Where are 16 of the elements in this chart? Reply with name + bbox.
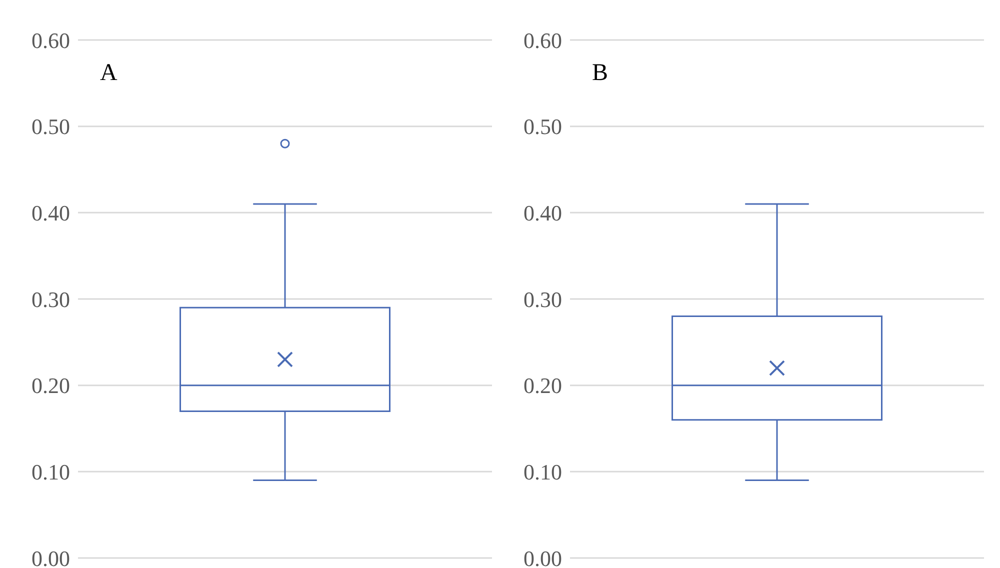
y-tick-label: 0.60 xyxy=(32,28,70,53)
text: B xyxy=(592,60,608,87)
y-tick-label: 0.00 xyxy=(32,546,70,568)
y-tick-label: 0.10 xyxy=(32,459,70,484)
y-tick-label: 0.20 xyxy=(524,373,562,398)
y-tick-label: 0.00 xyxy=(524,546,562,568)
y-tick-label: 0.30 xyxy=(524,286,562,312)
y-tick-label: 0.50 xyxy=(524,114,562,140)
y-tick-label: 0.50 xyxy=(32,114,70,140)
y-tick-label: 0.30 xyxy=(32,286,70,312)
y-tick-label: 0.20 xyxy=(32,373,70,398)
y-tick-label: 0.60 xyxy=(524,28,562,53)
y-tick-label: 0.40 xyxy=(524,200,562,226)
text: A xyxy=(100,60,118,87)
y-tick-label: 0.10 xyxy=(524,459,562,484)
y-tick-label: 0.40 xyxy=(32,200,70,226)
